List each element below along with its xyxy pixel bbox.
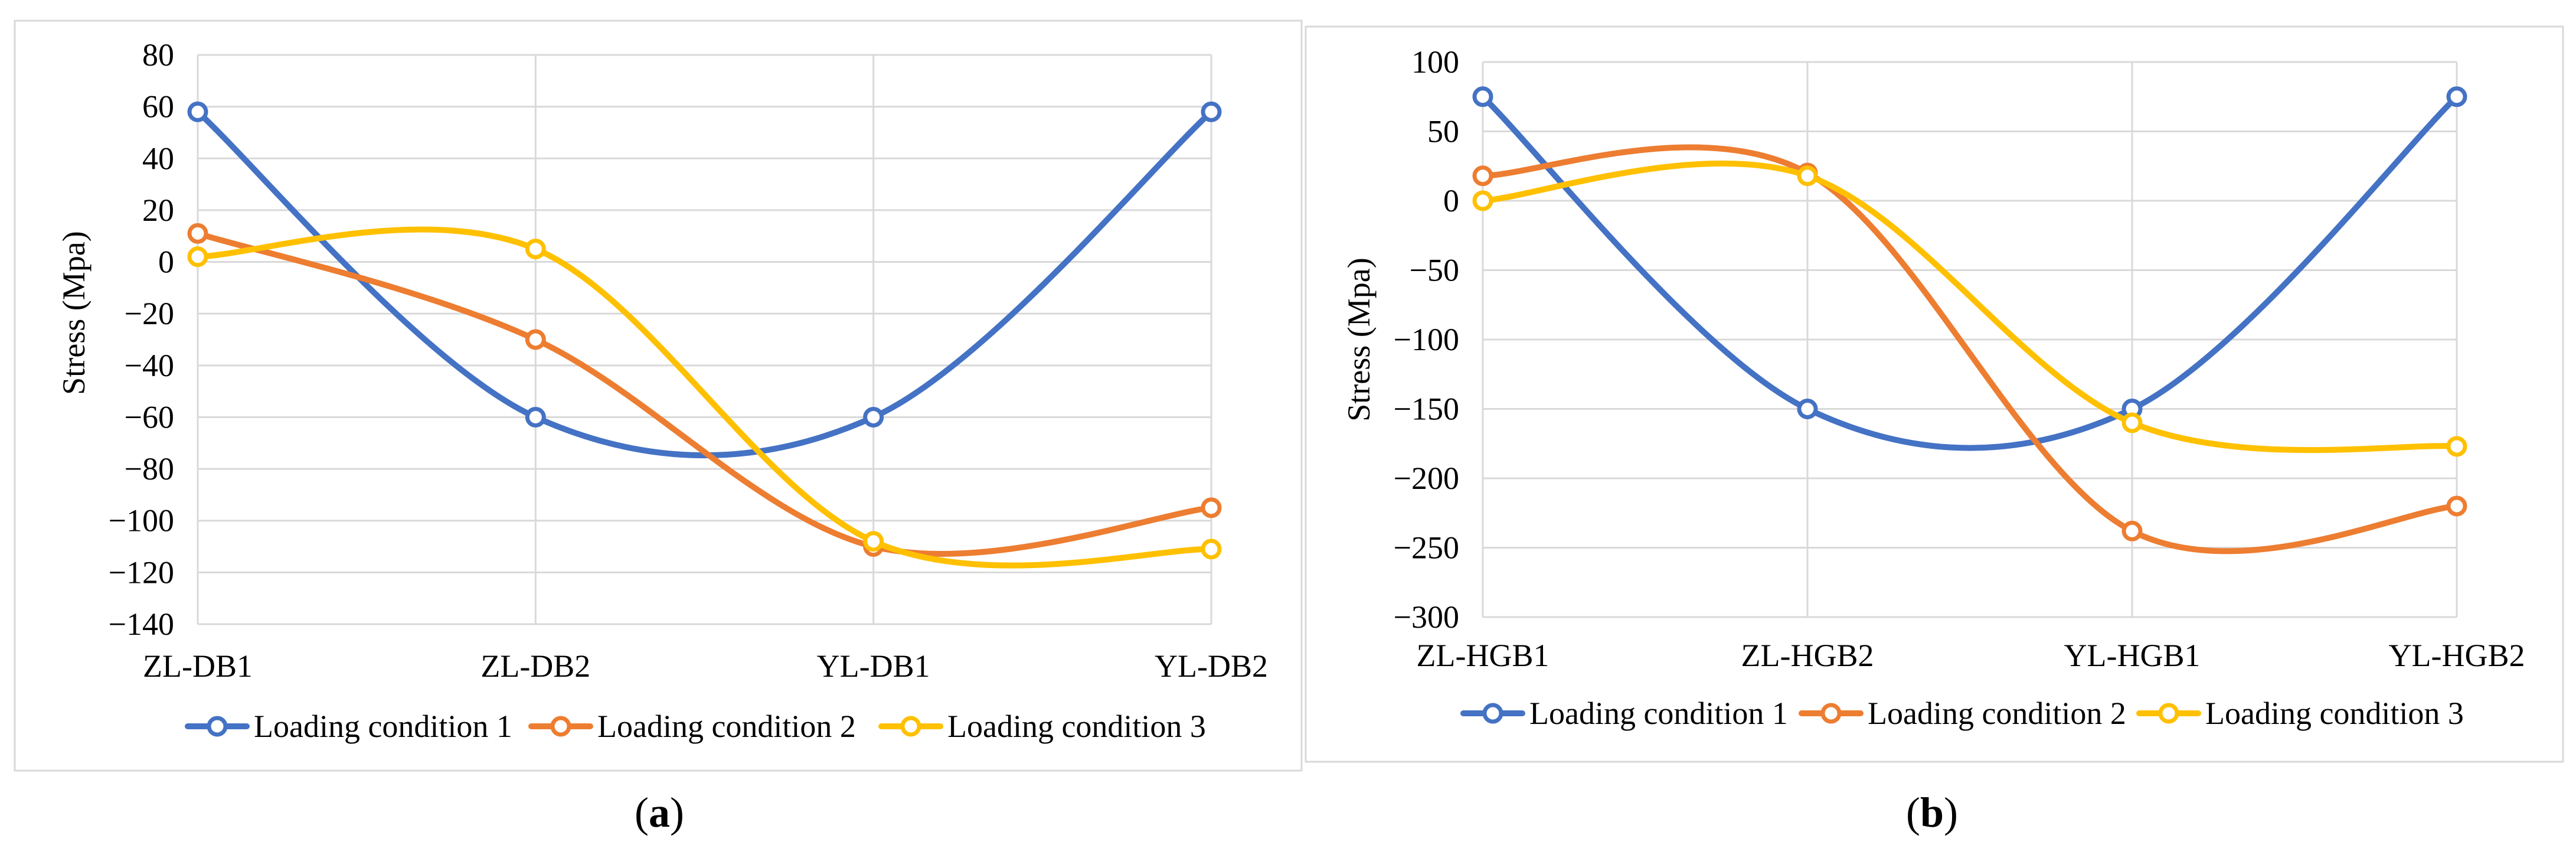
series-line xyxy=(195,230,1214,557)
series-lines xyxy=(1472,86,2467,554)
data-point xyxy=(2121,412,2143,433)
x-tick-label: YL-HGB2 xyxy=(2389,638,2525,673)
y-tick-label: −140 xyxy=(109,606,174,642)
legend: Loading condition 1 Loading condition 2 Lo… xyxy=(1460,696,2464,731)
data-point xyxy=(1797,165,1818,187)
series-line xyxy=(1480,160,2460,454)
panel-b-caption: (b) xyxy=(1906,789,1958,836)
legend-marker xyxy=(900,716,921,737)
y-tick-label: 20 xyxy=(142,193,174,228)
legend-label: Loading condition 3 xyxy=(2205,696,2464,731)
y-axis-label: Stress (Mpa) xyxy=(1341,257,1377,421)
legend-marker xyxy=(550,716,571,737)
chart-frame xyxy=(1305,25,2564,763)
panel-a-chart: Stress (Mpa) 80 60 40 20 0 −20 −40 −60 −80 −100 −1… xyxy=(14,19,1303,772)
panel-a-caption: (a) xyxy=(635,789,684,836)
data-point xyxy=(2446,495,2467,517)
y-tick-label: −100 xyxy=(1394,322,1459,357)
y-tick-label: 80 xyxy=(142,37,174,73)
y-tick-label: −40 xyxy=(125,348,174,383)
x-tick-label: ZL-HGB1 xyxy=(1417,638,1549,673)
data-point xyxy=(1797,399,1818,419)
legend-marker xyxy=(1820,703,1842,724)
y-tick-label: −60 xyxy=(125,399,174,435)
data-point xyxy=(2446,436,2467,457)
y-axis-label: Stress (Mpa) xyxy=(56,231,91,394)
y-tick-label: 100 xyxy=(1411,44,1459,80)
data-point xyxy=(525,239,546,260)
panel-b-chart: Stress (Mpa) 100 50 0 −50 −100 −150 −200 −250 −3… xyxy=(1305,25,2564,763)
series-line xyxy=(1480,144,2460,554)
legend-label: Loading condition 3 xyxy=(947,709,1206,744)
data-point xyxy=(2121,520,2143,541)
legend: Loading condition 1 Loading condition 2 Lo… xyxy=(185,709,1206,744)
x-tick-label: ZL-HGB2 xyxy=(1741,638,1874,673)
series-line xyxy=(1480,93,2460,451)
y-tick-label: 50 xyxy=(1427,114,1459,149)
y-tick-labels: 100 50 0 −50 −100 −150 −200 −250 −300 xyxy=(1394,44,1459,635)
y-tick-label: −80 xyxy=(125,451,174,487)
data-point xyxy=(1472,165,1493,187)
legend-label: Loading condition 1 xyxy=(1529,696,1788,731)
data-point xyxy=(1201,497,1222,518)
y-tick-label: −250 xyxy=(1394,530,1459,566)
x-tick-label: YL-HGB1 xyxy=(2064,638,2201,673)
data-point xyxy=(1472,190,1493,211)
y-tick-label: 0 xyxy=(1443,183,1459,218)
y-tick-label: −120 xyxy=(109,554,174,590)
data-point xyxy=(187,101,208,122)
y-tick-label: −20 xyxy=(125,296,174,331)
y-tick-label: −100 xyxy=(109,503,174,539)
data-point xyxy=(2446,86,2467,107)
data-point xyxy=(1201,101,1222,122)
x-tick-label: YL-DB1 xyxy=(817,648,930,684)
y-tick-label: −50 xyxy=(1410,253,1459,288)
y-tick-labels: 80 60 40 20 0 −20 −40 −60 −80 −100 −120 −140 xyxy=(109,37,174,642)
y-tick-label: −200 xyxy=(1394,461,1459,496)
x-tick-label: ZL-DB2 xyxy=(480,648,590,684)
data-point xyxy=(863,406,884,428)
x-tick-labels: ZL-HGB1 ZL-HGB2 YL-HGB1 YL-HGB2 xyxy=(1417,638,2525,673)
y-tick-label: 60 xyxy=(142,89,174,125)
y-tick-label: −300 xyxy=(1394,599,1459,635)
data-point xyxy=(525,329,546,350)
data-point xyxy=(863,531,884,552)
legend-label: Loading condition 2 xyxy=(597,709,856,744)
data-point xyxy=(525,406,546,428)
series-lines xyxy=(187,101,1222,569)
legend-label: Loading condition 1 xyxy=(254,709,512,744)
x-tick-label: ZL-DB1 xyxy=(143,648,253,684)
y-tick-label: 0 xyxy=(158,244,174,280)
legend-marker xyxy=(1482,703,1503,724)
legend-marker xyxy=(207,716,228,737)
x-tick-labels: ZL-DB1 ZL-DB2 YL-DB1 YL-DB2 xyxy=(143,648,1268,684)
y-tick-label: 40 xyxy=(142,141,174,176)
data-point xyxy=(1201,539,1222,560)
data-point xyxy=(1472,86,1493,107)
data-point xyxy=(187,223,208,244)
data-point xyxy=(187,246,208,267)
series-line xyxy=(195,226,1214,569)
legend-label: Loading condition 2 xyxy=(1868,696,2126,731)
y-tick-label: −150 xyxy=(1394,392,1459,427)
gridlines xyxy=(197,54,1212,625)
legend-marker xyxy=(2158,703,2179,724)
x-tick-label: YL-DB2 xyxy=(1155,648,1268,684)
